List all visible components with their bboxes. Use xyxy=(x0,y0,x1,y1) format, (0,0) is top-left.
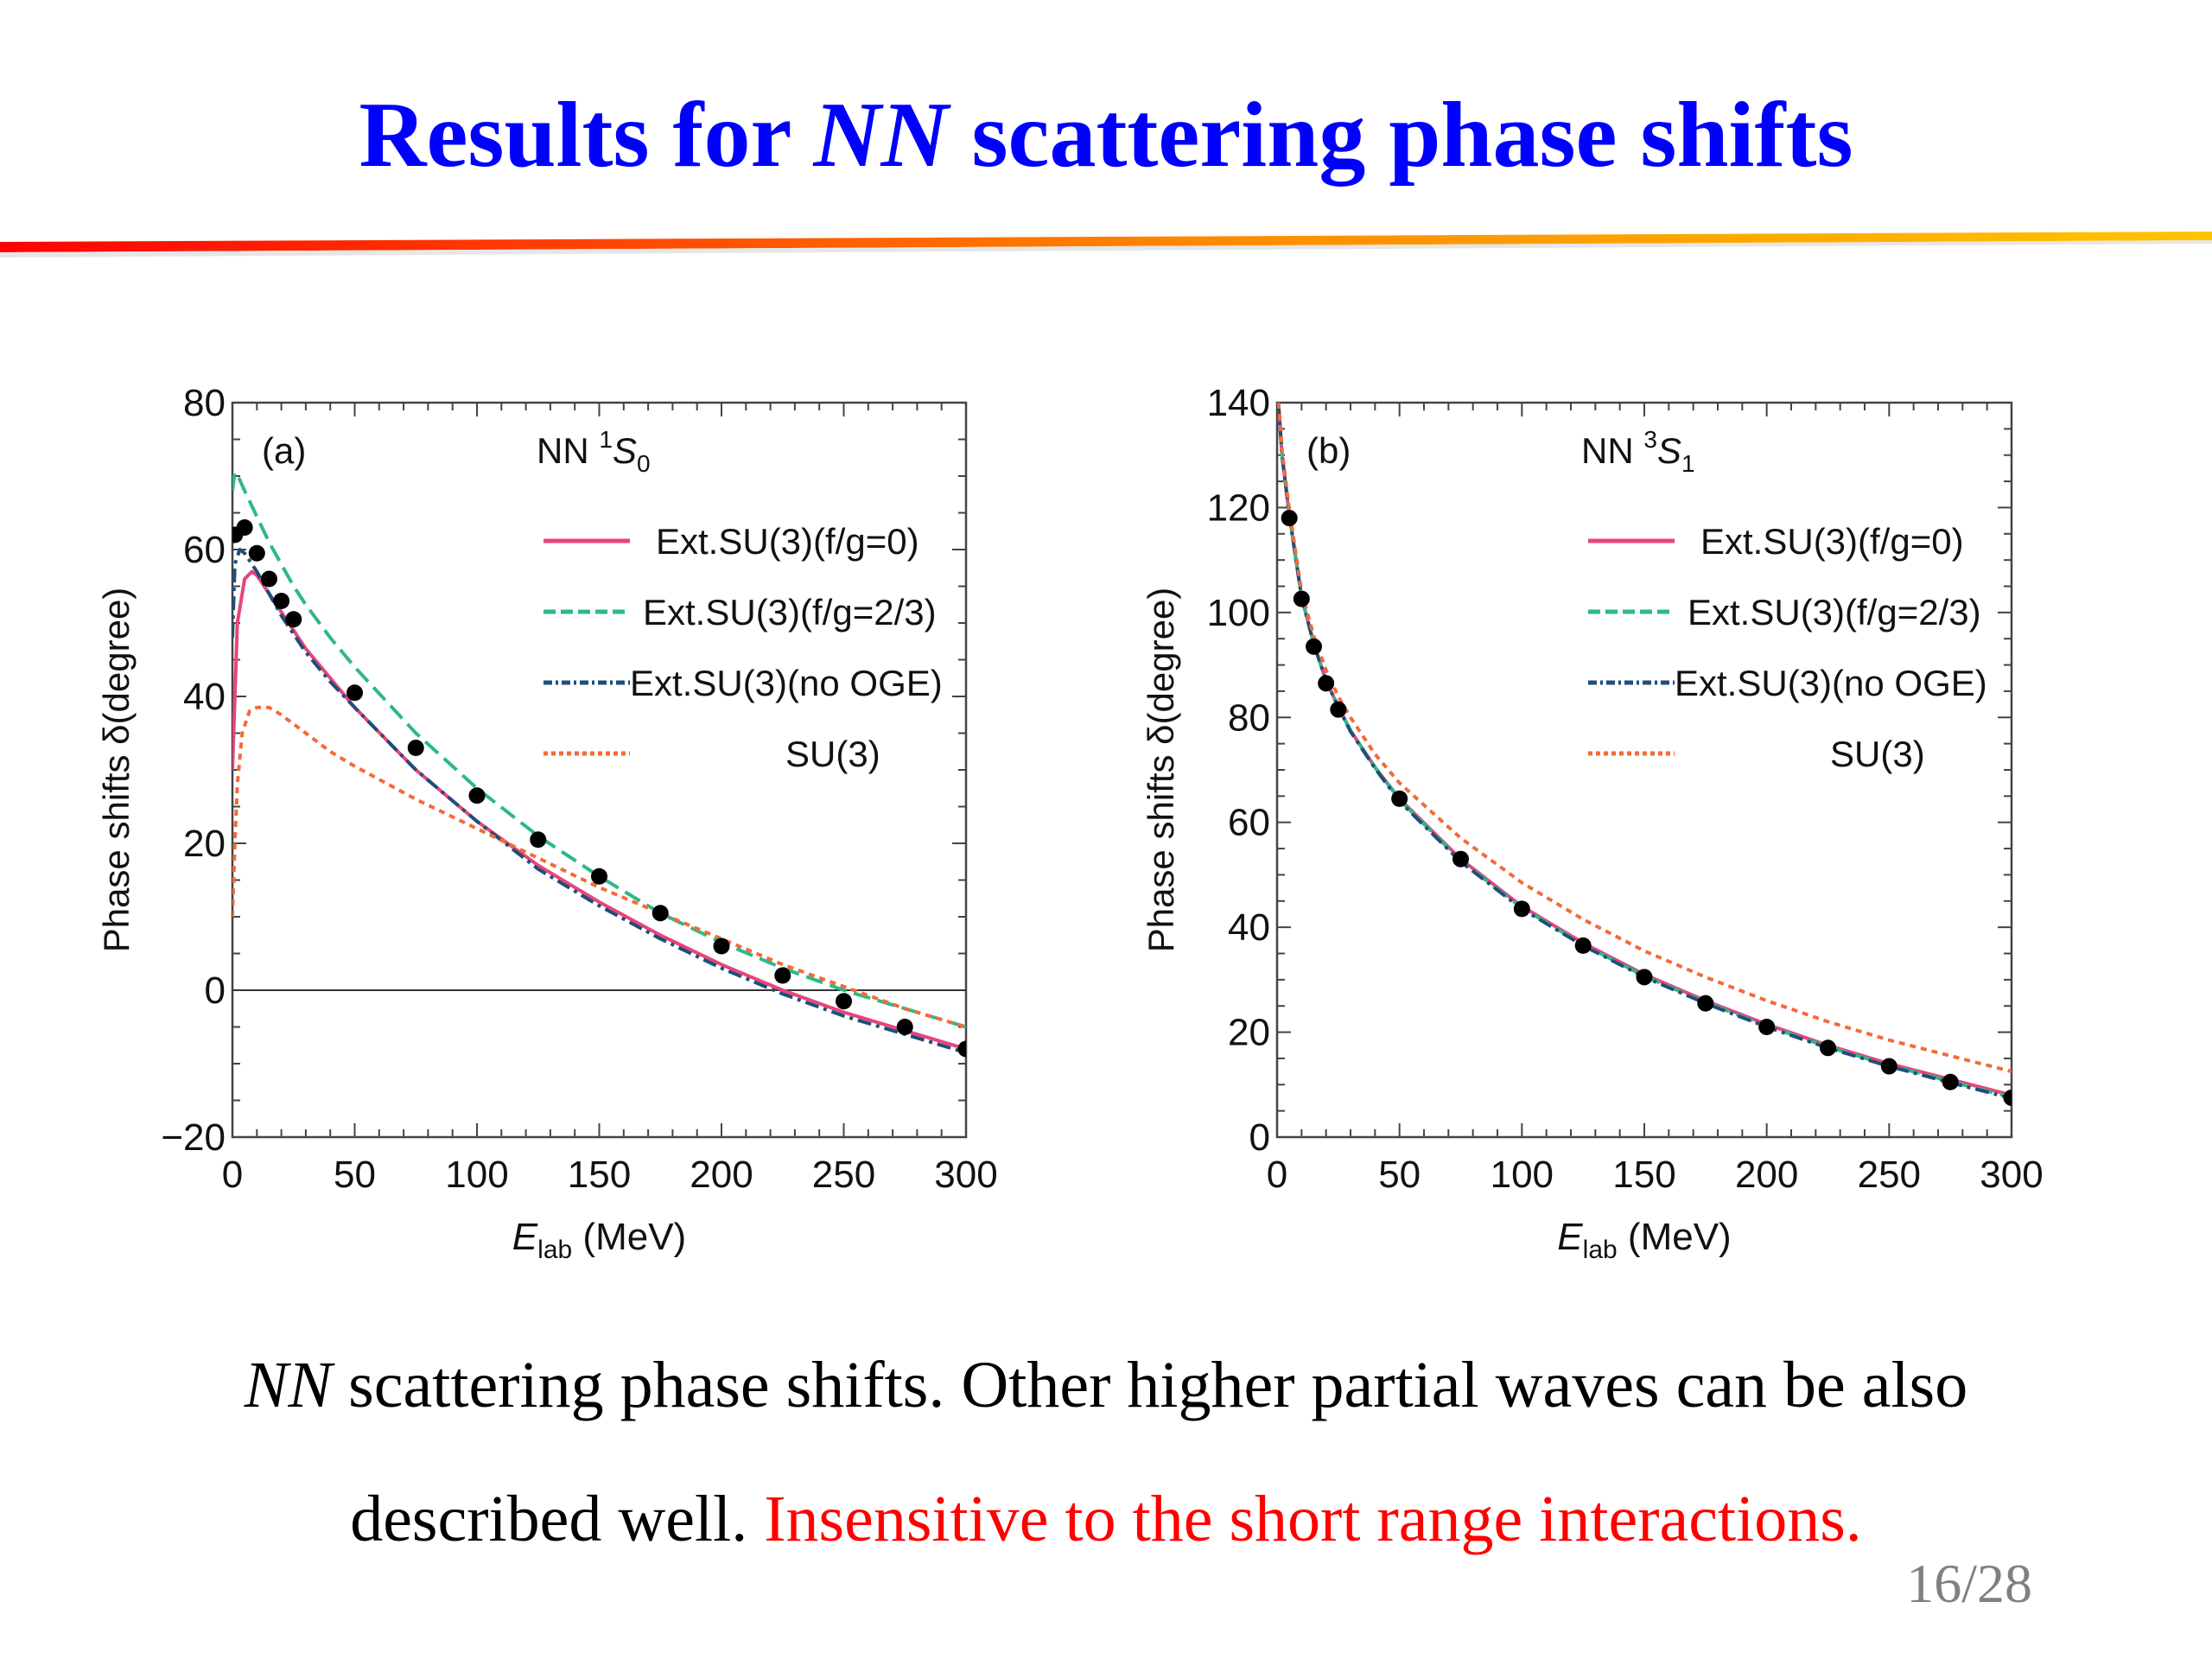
data-point xyxy=(957,1040,966,1058)
caption-line-1: NN scattering phase shifts. Other higher… xyxy=(0,1348,2212,1423)
legend-label: SU(3) xyxy=(785,734,880,774)
series-line-2 xyxy=(232,548,966,1055)
chart-title: NN 1S0 xyxy=(537,426,651,477)
data-point xyxy=(1281,510,1298,527)
x-axis-label: Elab (MeV) xyxy=(1557,1216,1731,1264)
legend-label: Ext.SU(3)(f/g=0) xyxy=(656,521,919,562)
curves xyxy=(232,470,966,1058)
data-point xyxy=(2003,1089,2012,1106)
panel-label: (a) xyxy=(262,430,306,471)
y-axis-label: Phase shifts δ(degree) xyxy=(96,588,137,953)
title-italic-text: NN xyxy=(813,84,949,187)
y-tick-label: 100 xyxy=(1207,592,1270,634)
data-point xyxy=(1452,850,1469,868)
data-point xyxy=(1942,1073,1959,1090)
data-point xyxy=(1293,590,1310,607)
data-point xyxy=(1636,969,1653,986)
y-tick-label: 120 xyxy=(1207,486,1270,529)
y-tick-label: 20 xyxy=(1228,1012,1270,1054)
y-tick-label: 140 xyxy=(1207,382,1270,424)
x-tick-label: 250 xyxy=(1858,1154,1921,1196)
y-tick-label: 80 xyxy=(1228,696,1270,739)
x-tick-label: 100 xyxy=(445,1154,508,1196)
data-point xyxy=(346,684,363,702)
x-tick-label: 150 xyxy=(1612,1154,1675,1196)
caption-italic-nn: NN xyxy=(244,1349,333,1421)
y-tick-label: 20 xyxy=(183,823,226,865)
legend-label: Ext.SU(3)(f/g=2/3) xyxy=(1688,592,1981,632)
data-point xyxy=(236,519,253,536)
data-point xyxy=(248,544,265,562)
data-point xyxy=(407,740,424,756)
y-tick-label: 0 xyxy=(205,969,226,1012)
data-point xyxy=(896,1019,913,1035)
caption-text-black: described well. xyxy=(350,1483,765,1555)
data-point xyxy=(774,967,791,984)
legend-label: Ext.SU(3)(no OGE) xyxy=(630,663,943,703)
data-point xyxy=(652,905,669,922)
data-point xyxy=(1318,675,1335,692)
data-point xyxy=(468,787,486,804)
y-tick-label: 40 xyxy=(1228,906,1270,949)
data-point xyxy=(1330,701,1347,718)
series-line-1 xyxy=(232,470,966,1029)
x-tick-label: 200 xyxy=(1735,1154,1798,1196)
data-point xyxy=(591,868,607,885)
data-point xyxy=(1697,995,1714,1012)
x-tick-label: 300 xyxy=(934,1154,997,1196)
data-point xyxy=(530,831,547,849)
x-tick-label: 150 xyxy=(568,1154,631,1196)
x-axis-label: Elab (MeV) xyxy=(512,1216,686,1264)
chart-panel-b: 0 50 100 150 200 250 300 0 20 40 60 80 100 120 140 Elab… xyxy=(1141,382,2044,1264)
curves xyxy=(1277,403,2012,1106)
y-tick-label: 60 xyxy=(183,529,226,571)
y-tick-label: −20 xyxy=(161,1116,226,1159)
data-point xyxy=(285,611,302,628)
chart-title: NN 3S1 xyxy=(1581,426,1695,477)
data-point xyxy=(713,938,730,955)
legend-label: SU(3) xyxy=(1830,734,1925,774)
data-point xyxy=(1820,1039,1836,1057)
data-point xyxy=(1758,1019,1776,1035)
x-tick-label: 300 xyxy=(1980,1154,2043,1196)
slide-title: Results for NN scattering phase shifts xyxy=(0,82,2212,189)
data-point xyxy=(273,593,290,609)
series-line-0 xyxy=(232,569,966,1051)
panel-label: (b) xyxy=(1306,430,1351,471)
y-tick-label: 0 xyxy=(1249,1116,1270,1159)
x-tick-label: 0 xyxy=(222,1154,243,1196)
title-underline-bar xyxy=(0,232,2212,257)
x-tick-label: 50 xyxy=(334,1154,376,1196)
y-axis-label: Phase shifts δ(degree) xyxy=(1141,588,1181,953)
page-number: 16/28 xyxy=(1906,1553,2032,1614)
x-tick-label: 0 xyxy=(1267,1154,1287,1196)
y-tick-label: 40 xyxy=(183,676,226,718)
data-point xyxy=(1306,638,1322,655)
data-point xyxy=(1880,1058,1897,1075)
series-line-3 xyxy=(232,705,966,1029)
x-tick-label: 100 xyxy=(1491,1154,1554,1196)
data-point xyxy=(260,570,277,588)
x-tick-label: 50 xyxy=(1378,1154,1421,1196)
title-text-end: scattering phase shifts xyxy=(948,84,1853,187)
legend-label: Ext.SU(3)(no OGE) xyxy=(1675,663,1987,703)
caption-text: scattering phase shifts. Other higher pa… xyxy=(332,1349,1968,1421)
legend-label: Ext.SU(3)(f/g=0) xyxy=(1700,521,1964,562)
y-tick-label: 60 xyxy=(1228,802,1270,844)
caption-highlight-red: Insensitive to the short range interacti… xyxy=(764,1483,1862,1555)
x-tick-label: 200 xyxy=(690,1154,753,1196)
data-point xyxy=(836,993,852,1010)
data-point xyxy=(1513,900,1530,918)
x-tick-label: 250 xyxy=(812,1154,875,1196)
y-tick-label: 80 xyxy=(183,382,226,424)
data-point xyxy=(1574,937,1592,954)
data-point xyxy=(1391,790,1408,807)
caption-line-2: described well. Insensitive to the short… xyxy=(0,1482,2212,1557)
series-line-3 xyxy=(1277,403,2012,1074)
title-text: Results for xyxy=(359,84,814,187)
legend-label: Ext.SU(3)(f/g=2/3) xyxy=(643,592,937,632)
